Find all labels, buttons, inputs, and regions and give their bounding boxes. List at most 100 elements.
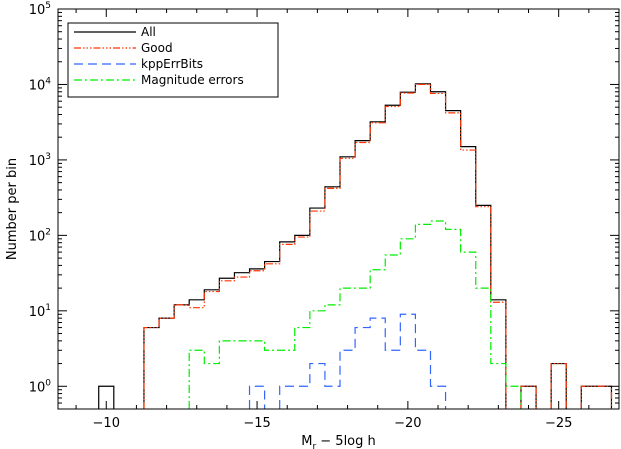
y-tick-label: 103 [29,152,51,169]
bin-bar [280,350,295,409]
bin-bar [430,221,445,409]
bin-bar [295,235,310,409]
bin-bar [234,341,249,409]
bin-bar [446,113,461,409]
bin-bar [355,141,370,409]
bin-bar [325,187,340,409]
bin-bar [370,270,385,409]
bin-bar [189,350,204,409]
bin-bar [159,318,174,409]
bin-bar [250,271,265,409]
y-tick-label: 104 [29,76,52,93]
bin-bar [400,93,415,409]
bin-bar [385,350,400,409]
legend-label: kppErrBits [141,57,203,71]
x-axis: −10 −15 −20 −25 [75,9,590,431]
bin-bar [415,224,430,409]
bin-bar [174,305,189,409]
bin-bar [506,386,521,409]
bin-bar [596,386,611,409]
x-axis-label-main: M [301,434,312,449]
y-tick-label: 102 [29,227,51,244]
bin-bar [491,302,506,409]
x-axis-label-sub: r [312,442,316,449]
series-layer [98,83,613,409]
bin-bar [340,288,355,409]
bin-bar [491,300,506,409]
x-axis-label-rest: − 5log h [316,434,376,449]
bin-bar [476,205,491,409]
plot-frame [57,8,620,410]
bin-bar [446,111,461,409]
bin-bar [280,244,295,409]
bin-bar [340,158,355,409]
series-line [248,313,447,409]
x-tick-label: −25 [545,416,572,431]
bin-bar [400,314,415,409]
bin-bar [189,300,204,409]
bin-bar [340,350,355,409]
bin-bar [204,364,219,409]
x-tick-label: −10 [93,416,120,431]
bin-bar [415,84,430,409]
bin-bar [295,386,310,409]
bin-bar [310,364,325,409]
bin-bar [340,157,355,409]
series-good [143,83,613,409]
bin-bar [430,92,445,409]
bin-bar [280,242,295,409]
bin-bar [265,350,280,409]
bin-bar [370,123,385,409]
bin-bar [476,288,491,409]
bin-bar [476,207,491,409]
y-tick-label: 105 [29,1,51,18]
legend: All Good kppErrBits Magnitude errors [67,22,279,98]
bin-bar [415,350,430,409]
y-axis: 100 101 102 103 104 105 [29,1,619,410]
bin-bar [385,107,400,409]
bin-bar [400,239,415,409]
bin-bar [310,208,325,409]
series-all [98,83,613,409]
bin-bar [461,150,476,409]
bin-bar [430,93,445,409]
series-line [98,83,613,409]
series-line [143,83,613,409]
bin-bar [295,328,310,409]
bin-bar [174,305,189,409]
bin-bar [355,328,370,409]
bin-bar [491,364,506,409]
bin-bar [325,386,340,409]
bin-bar [461,147,476,409]
series-line [188,220,522,409]
bin-bar [400,92,415,409]
bin-bar [204,292,219,409]
bin-bar [370,122,385,409]
bin-bar [204,290,219,409]
bin-bar [325,188,340,409]
bin-bar [265,262,280,409]
bin-bar [250,341,265,409]
bin-bar [370,318,385,409]
bin-bar [325,305,340,409]
bin-bar [219,281,234,409]
bin-bar [355,288,370,409]
x-tick-label: −15 [243,416,270,431]
x-axis-label: Mr − 5log h [301,434,376,449]
bin-bar [189,308,204,409]
bin-bar [250,269,265,409]
y-tick-label: 100 [29,378,52,395]
bin-bar [265,264,280,409]
bin-bar [415,84,430,409]
series-kpperrbits [248,313,447,409]
bin-bar [144,328,159,409]
bin-bar [234,277,249,409]
x-tick-label: −20 [394,416,421,431]
bin-bar [385,255,400,409]
bin-bar [355,143,370,409]
bin-bar [159,318,174,409]
bin-bar [144,328,159,409]
y-tick-label: 101 [29,303,51,320]
series-magnitude-errors [188,220,522,409]
